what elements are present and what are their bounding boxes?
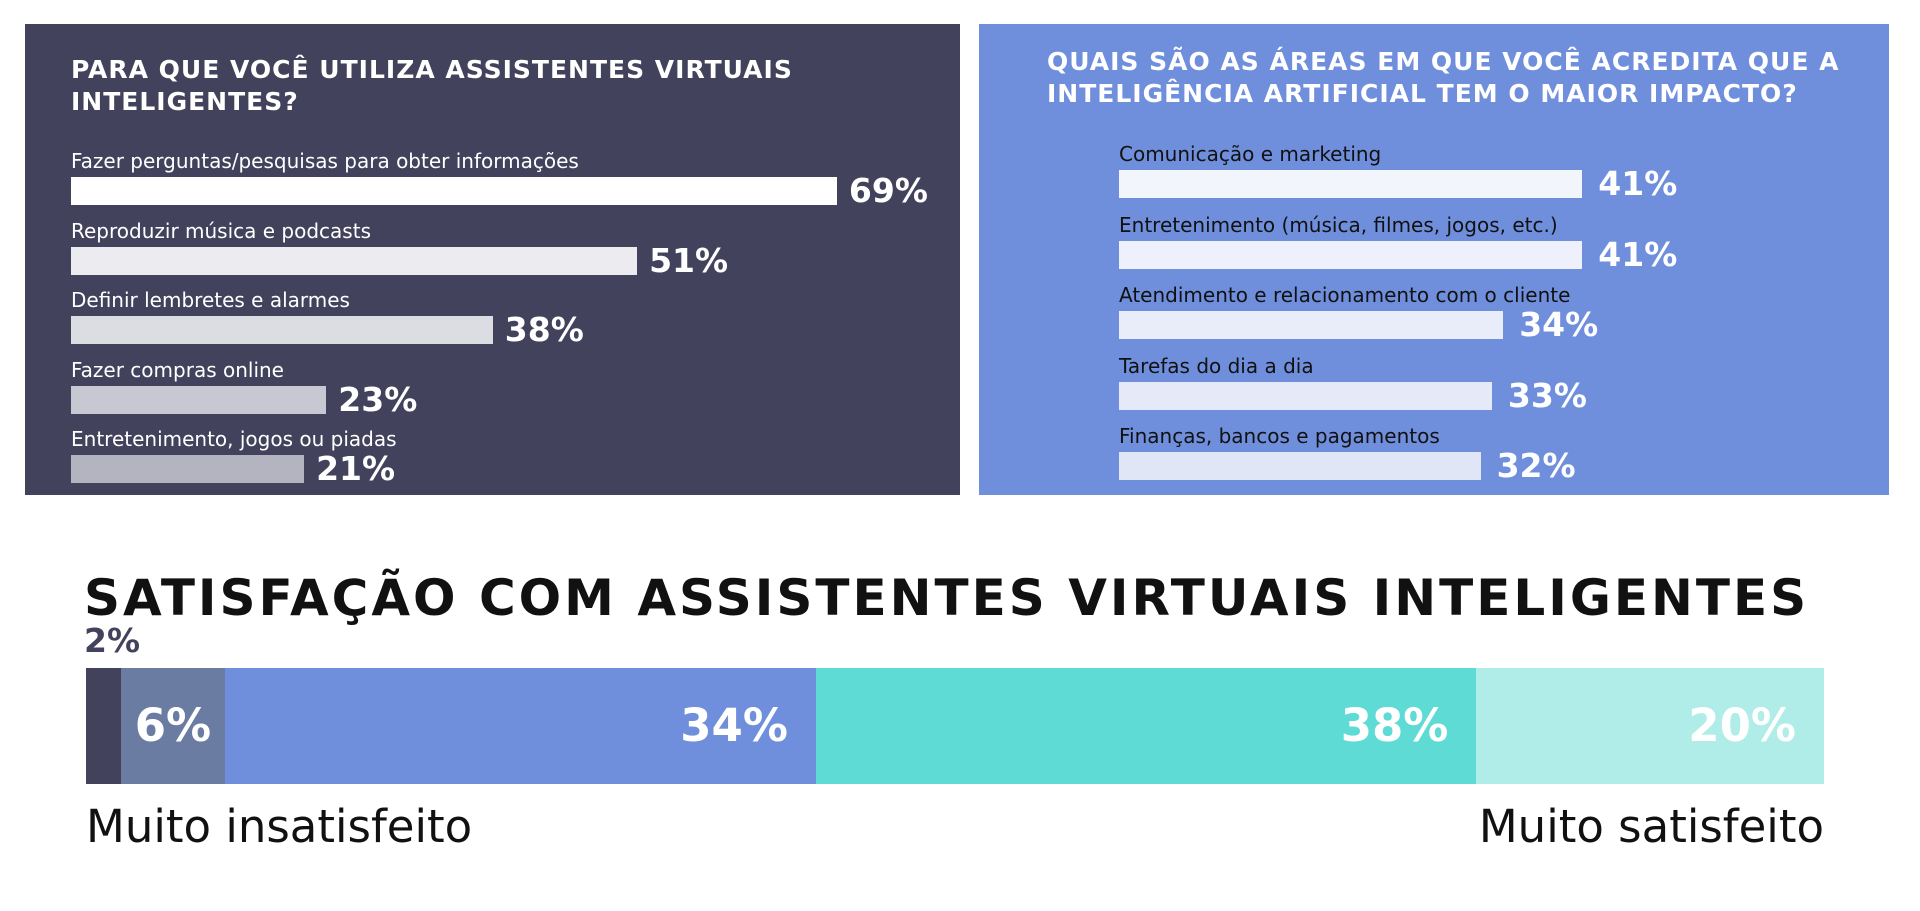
bar-value-label: 21% (316, 449, 396, 488)
bar (71, 455, 305, 483)
satisfaction-stacked-bar: 2% 6% 34% 38% 20% (84, 621, 1824, 784)
impact-panel: QUAIS SÃO AS ÁREAS EM QUE VOCÊ ACREDITA … (979, 24, 1889, 495)
bar (1119, 170, 1583, 198)
bar-category-label: Finanças, bancos e pagamentos (1119, 424, 1440, 448)
satisfaction-chart-title: SATISFAÇÃO COM ASSISTENTES VIRTUAIS INTE… (84, 569, 1810, 627)
bar-category-label: Definir lembretes e alarmes (71, 288, 350, 312)
satisfaction-segment (815, 668, 1477, 784)
usage-chart-title: PARA QUE VOCÊ UTILIZA ASSISTENTES VIRTUA… (71, 55, 793, 116)
bar (1119, 452, 1481, 480)
bar-value-label: 41% (1598, 234, 1678, 274)
bar-row: Atendimento e relacionamento com o clien… (1119, 283, 1920, 353)
satisfaction-segment-label: 2% (84, 621, 141, 660)
bar-value-label: 32% (1496, 446, 1576, 485)
satisfaction-segment (225, 668, 816, 784)
impact-bar-list: Comunicação e marketing 41% Entretenimento… (979, 24, 1889, 495)
bar (71, 385, 327, 414)
bar-category-label: Entretenimento, jogos ou piadas (71, 427, 397, 451)
satisfaction-segment (120, 668, 226, 784)
usage-panel: PARA QUE VOCÊ UTILIZA ASSISTENTES VIRTUA… (25, 24, 960, 495)
bar-row: Comunicação e marketing 41% (1119, 142, 1920, 212)
satisfaction-segment-label: 34% (680, 699, 788, 752)
bar-value-label: 38% (504, 310, 584, 349)
bar-row: Fazer compras online 23% (71, 358, 1006, 428)
bar-value-label: 69% (848, 171, 928, 210)
bar-row: Definir lembretes e alarmes 38% (71, 288, 1006, 358)
bar-row: Reproduzir música e podcasts 51% (71, 219, 1006, 289)
bar (1119, 240, 1583, 269)
bar-category-label: Atendimento e relacionamento com o clien… (1119, 283, 1571, 307)
satisfaction-segment (1476, 668, 1824, 784)
bar-value-label: 34% (1519, 305, 1599, 344)
scale-right-label: Muito satisfeito (1478, 800, 1824, 853)
bar-category-label: Comunicação e marketing (1119, 142, 1382, 166)
bar-row: Entretenimento (música, filmes, jogos, e… (1119, 213, 1920, 283)
bar (1119, 311, 1504, 339)
bar-category-label: Tarefas do dia a dia (1119, 353, 1314, 378)
satisfaction-segment-label: 38% (1340, 699, 1449, 752)
satisfaction-segment-label: 20% (1688, 699, 1796, 752)
bar-category-label: Fazer compras online (71, 357, 284, 382)
bar (71, 316, 493, 344)
bar-category-label: Reproduzir música e podcasts (71, 218, 371, 243)
bar-row: Finanças, bancos e pagamentos 32% (1119, 424, 1920, 494)
bar-row: Fazer perguntas/pesquisas para obter inf… (71, 149, 1006, 219)
satisfaction-segment-label: 6% (134, 699, 212, 752)
impact-chart-title: QUAIS SÃO AS ÁREAS EM QUE VOCÊ ACREDITA … (1047, 47, 1840, 108)
bar-category-label: Fazer perguntas/pesquisas para obter inf… (71, 149, 579, 173)
bar (71, 246, 638, 275)
bar-value-label: 33% (1507, 375, 1587, 415)
bar-row: Tarefas do dia a dia 33% (1119, 354, 1920, 424)
bar-category-label: Entretenimento (música, filmes, jogos, e… (1119, 212, 1558, 237)
bar (71, 177, 837, 205)
scale-left-label: Muito insatisfeito (86, 800, 473, 853)
bar-row: Entretenimento, jogos ou piadas 21% (71, 427, 1006, 497)
bar-value-label: 51% (649, 240, 729, 280)
bar-value-label: 23% (338, 379, 418, 419)
satisfaction-segment (86, 668, 121, 784)
usage-bar-list: Fazer perguntas/pesquisas para obter inf… (25, 24, 960, 495)
bar-value-label: 41% (1598, 164, 1678, 203)
bar (1119, 381, 1492, 410)
